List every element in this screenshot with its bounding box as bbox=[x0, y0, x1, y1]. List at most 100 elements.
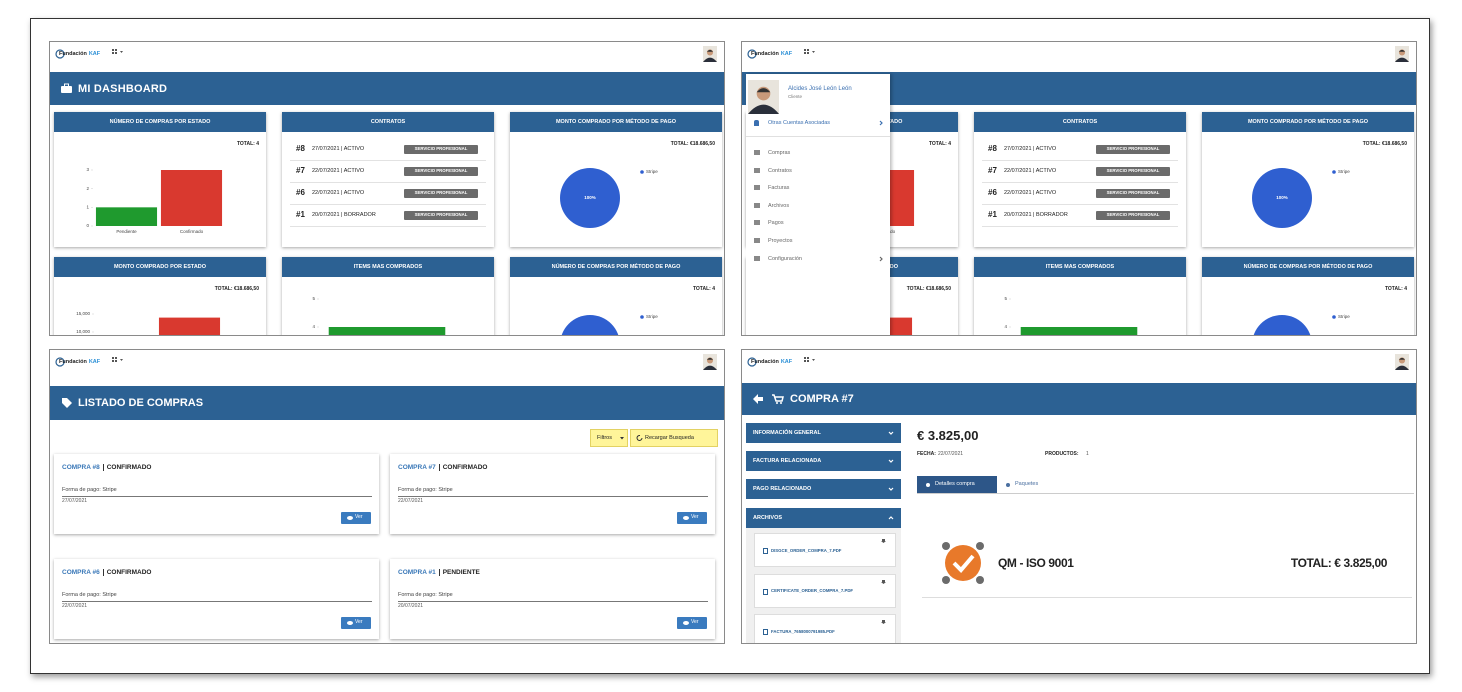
file-card[interactable]: DISGCE_ORDER_COMPRA_7.PDF bbox=[754, 533, 896, 567]
payment-method: Forma de pago: Stripe bbox=[398, 486, 453, 493]
menu-item[interactable]: Compras bbox=[746, 146, 890, 160]
menu-item[interactable]: Configuración bbox=[746, 252, 890, 266]
y-tick-label: 15,000 bbox=[76, 311, 90, 316]
menu-item[interactable]: Contratos bbox=[746, 164, 890, 178]
card-header: NÚMERO DE COMPRAS POR MÉTODO DE PAGO bbox=[510, 257, 722, 277]
chevron bbox=[888, 459, 894, 463]
separator bbox=[102, 464, 104, 471]
slice-label: 100% bbox=[1276, 195, 1288, 200]
chevron-line bbox=[888, 459, 894, 463]
accounts-link[interactable]: Otras Cuentas Asociadas bbox=[746, 116, 890, 130]
apps-dot bbox=[804, 49, 806, 51]
reload-arc bbox=[636, 434, 643, 441]
contract-status: 22/07/2021 | ACTIVO bbox=[1004, 167, 1057, 174]
menu-label: Archivos bbox=[768, 202, 790, 209]
view-button[interactable]: Ver bbox=[341, 512, 371, 524]
user-name: Alcides José León León bbox=[788, 85, 852, 92]
file-icon bbox=[763, 548, 768, 554]
y-tick-label: 5 bbox=[1004, 296, 1007, 301]
filters-button[interactable]: Filtros bbox=[590, 429, 628, 447]
contract-status: 22/07/2021 | ACTIVO bbox=[1004, 189, 1057, 196]
menu-item[interactable]: Facturas bbox=[746, 181, 890, 195]
tab-label: Detalles compra bbox=[935, 481, 975, 488]
tab-active[interactable]: Detalles compra bbox=[917, 476, 997, 493]
tab-icon bbox=[1006, 482, 1010, 487]
card: Stripe NÚMERO DE COMPRAS POR MÉTODO DE PA… bbox=[510, 257, 722, 335]
briefcase-body bbox=[61, 86, 72, 93]
apps-dot bbox=[804, 52, 806, 54]
view-button[interactable]: Ver bbox=[677, 512, 707, 524]
product-name: QM - ISO 9001 bbox=[998, 556, 1074, 571]
reload-label: Recargar Busqueda bbox=[645, 434, 694, 441]
contract-tag: SERVICIO PROFESIONAL bbox=[404, 188, 478, 198]
accounts-label: Otras Cuentas Asociadas bbox=[768, 119, 831, 126]
accordion-title: PAGO RELACIONADO bbox=[753, 485, 812, 492]
field-underline bbox=[62, 601, 372, 602]
view-button[interactable]: Ver bbox=[677, 617, 707, 629]
accordion-header[interactable]: FACTURA RELACIONADA bbox=[746, 451, 901, 471]
purchase-card: COMPRA #8 CONFIRMADO Forma de pago: Stripe… bbox=[54, 454, 379, 534]
card-chart: Stripe bbox=[1253, 314, 1350, 335]
view-label: Ver bbox=[691, 619, 699, 626]
contract-tag-text: SERVICIO PROFESIONAL bbox=[414, 145, 468, 151]
menu-item[interactable]: Proyectos bbox=[746, 234, 890, 248]
contract-id: #1 bbox=[988, 209, 997, 219]
apps-dot bbox=[112, 49, 114, 51]
card-chart: 100% Stripe bbox=[1252, 168, 1350, 228]
view-button[interactable]: Ver bbox=[341, 617, 371, 629]
card-total: TOTAL: €18.686,50 bbox=[906, 286, 951, 293]
accordion-header[interactable]: ARCHIVOS bbox=[746, 508, 901, 528]
filters-label: Filtros bbox=[597, 434, 612, 441]
contract-id: #1 bbox=[296, 209, 305, 219]
card-total: TOTAL: €18.686,50 bbox=[214, 286, 259, 293]
separator bbox=[438, 464, 440, 471]
pie-slice bbox=[1253, 315, 1311, 335]
purchase-date: 27/07/2021 bbox=[62, 498, 88, 505]
pie-slice bbox=[561, 315, 619, 335]
menu-item[interactable]: Archivos bbox=[746, 199, 890, 213]
accordion-header[interactable]: PAGO RELACIONADO bbox=[746, 479, 901, 499]
card-total: TOTAL: €18.686,50 bbox=[670, 141, 715, 148]
contract-tag-text: SERVICIO PROFESIONAL bbox=[1106, 189, 1160, 195]
file-card[interactable]: FACTURA_7658000791985.PDF bbox=[754, 614, 896, 643]
legend-swatch bbox=[1332, 315, 1336, 319]
purchase-status: CONFIRMADO bbox=[442, 464, 488, 471]
menu-icon bbox=[754, 185, 760, 191]
eye-icon bbox=[347, 621, 353, 625]
row-divider bbox=[982, 226, 1178, 227]
menu-label: Facturas bbox=[768, 185, 790, 192]
eye-shape bbox=[683, 516, 689, 520]
bar bbox=[95, 207, 158, 226]
chevron-line bbox=[879, 120, 883, 126]
purchase-heading: COMPRA #1 PENDIENTE bbox=[398, 569, 480, 576]
card-header: NÚMERO DE COMPRAS POR ESTADO bbox=[54, 112, 266, 132]
tab[interactable]: Paquetes bbox=[1000, 476, 1060, 493]
payment-method: Forma de pago: Stripe bbox=[398, 591, 453, 598]
contract-id: #8 bbox=[988, 143, 997, 153]
legend-swatch bbox=[1332, 170, 1336, 174]
badge-node bbox=[942, 542, 950, 550]
card: Stripe NÚMERO DE COMPRAS POR MÉTODO DE PA… bbox=[1202, 257, 1414, 335]
cart-icon bbox=[772, 394, 784, 404]
brand-name: Fundación bbox=[751, 359, 779, 365]
row-divider bbox=[982, 182, 1178, 183]
purchase-title: COMPRA #1 bbox=[398, 569, 436, 576]
menu-label: Proyectos bbox=[768, 237, 793, 244]
eye-shape bbox=[683, 621, 689, 625]
card-total: TOTAL: 4 bbox=[692, 286, 715, 293]
apps-dot bbox=[115, 360, 117, 362]
accordion-header[interactable]: INFORMACIÓN GENERAL bbox=[746, 423, 901, 443]
purchase-amount: € 3.825,00 bbox=[917, 427, 979, 443]
card-header: MONTO COMPRADO POR ESTADO bbox=[54, 257, 266, 277]
card-title: MONTO COMPRADO POR ESTADO bbox=[113, 263, 207, 270]
logo-ring bbox=[55, 357, 65, 367]
caret bbox=[120, 359, 123, 361]
file-card[interactable]: CERTIFICATE_ORDER_COMPRA_7.PDF bbox=[754, 573, 896, 608]
purchase-title: COMPRA #6 bbox=[62, 569, 100, 576]
card-chart: Stripe bbox=[561, 314, 658, 335]
chevron-line bbox=[888, 516, 894, 520]
back-icon bbox=[753, 394, 763, 404]
menu-item[interactable]: Pagos bbox=[746, 216, 890, 230]
reload-button[interactable]: Recargar Busqueda bbox=[630, 429, 718, 447]
file-icon bbox=[763, 629, 768, 635]
